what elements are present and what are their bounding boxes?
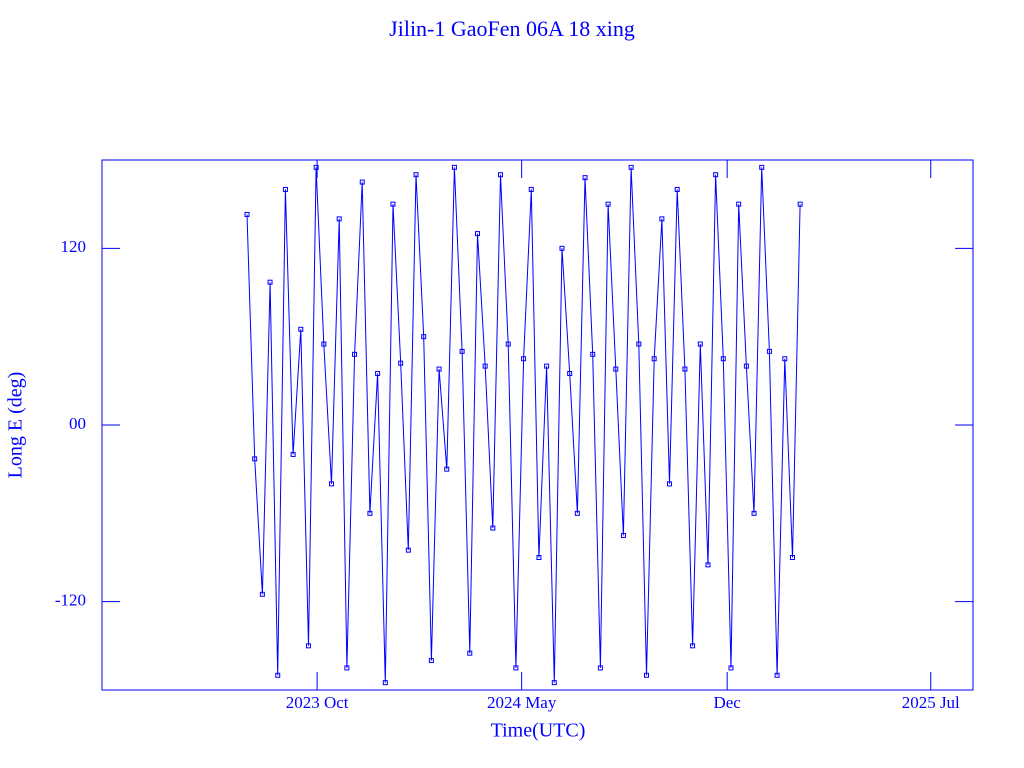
data-point <box>743 363 749 369</box>
data-point <box>313 164 319 170</box>
data-point <box>282 186 288 192</box>
data-point <box>713 172 719 178</box>
data-point <box>643 672 649 678</box>
data-point <box>398 360 404 366</box>
data-point <box>329 481 335 487</box>
x-tick-label: 2025 Jul <box>902 693 960 712</box>
data-point <box>559 245 565 251</box>
data-point <box>574 510 580 516</box>
data-point <box>705 562 711 568</box>
data-point <box>451 164 457 170</box>
data-point <box>490 525 496 531</box>
data-point <box>782 356 788 362</box>
data-point <box>544 363 550 369</box>
data-point <box>459 348 465 354</box>
data-point <box>367 510 373 516</box>
x-tick-label: 2024 May <box>487 693 557 712</box>
data-point <box>659 216 665 222</box>
data-point <box>259 591 265 597</box>
data-line <box>246 167 801 683</box>
data-point <box>275 672 281 678</box>
data-point <box>513 665 519 671</box>
data-point <box>590 351 596 357</box>
data-point <box>582 175 588 181</box>
data-point <box>736 201 742 207</box>
data-point <box>421 334 427 340</box>
x-tick-label: Dec <box>713 693 741 712</box>
data-point <box>636 341 642 347</box>
data-point <box>390 201 396 207</box>
data-point <box>766 348 772 354</box>
data-point <box>290 451 296 457</box>
y-tick-label: 00 <box>69 414 86 433</box>
data-point <box>620 532 626 538</box>
data-point <box>428 658 434 664</box>
data-point <box>375 370 381 376</box>
data-point <box>628 164 634 170</box>
data-point <box>482 363 488 369</box>
data-point <box>690 643 696 649</box>
data-point <box>336 216 342 222</box>
data-point <box>528 186 534 192</box>
data-point <box>467 650 473 656</box>
data-point <box>682 366 688 372</box>
data-point <box>797 201 803 207</box>
data-point <box>551 680 557 686</box>
data-point <box>720 356 726 362</box>
y-tick-label: 120 <box>61 237 87 256</box>
data-point <box>605 201 611 207</box>
y-axis-label: Long E (deg) <box>5 372 27 479</box>
data-point <box>697 341 703 347</box>
data-point <box>521 356 527 362</box>
data-point <box>728 665 734 671</box>
data-point <box>613 366 619 372</box>
data-point <box>267 279 273 285</box>
data-point <box>536 555 542 560</box>
data-point <box>436 366 442 372</box>
data-point <box>774 672 780 678</box>
data-point <box>597 665 603 671</box>
data-point <box>789 555 795 560</box>
data-point <box>305 643 311 649</box>
data-point <box>252 456 258 462</box>
x-axis-label: Time(UTC) <box>491 720 586 742</box>
data-point <box>667 481 673 487</box>
data-point <box>244 211 250 217</box>
data-point <box>413 172 419 178</box>
plot-frame <box>101 159 974 691</box>
data-point <box>751 510 757 516</box>
data-point <box>474 231 480 237</box>
data-point <box>505 341 511 347</box>
data-point <box>344 665 350 671</box>
data-point <box>359 179 365 185</box>
data-point <box>674 186 680 192</box>
data-point <box>444 466 450 472</box>
data-point <box>321 341 327 347</box>
data-point <box>405 547 411 553</box>
x-tick-label: 2023 Oct <box>286 693 349 712</box>
data-point <box>298 326 304 332</box>
data-point <box>352 351 358 357</box>
data-point <box>651 356 657 362</box>
chart-title: Jilin-1 GaoFen 06A 18 xing <box>389 16 635 41</box>
y-tick-label: -120 <box>55 591 86 610</box>
data-point <box>498 172 504 178</box>
data-point <box>759 164 765 170</box>
data-point <box>382 680 388 686</box>
data-point <box>567 370 573 376</box>
